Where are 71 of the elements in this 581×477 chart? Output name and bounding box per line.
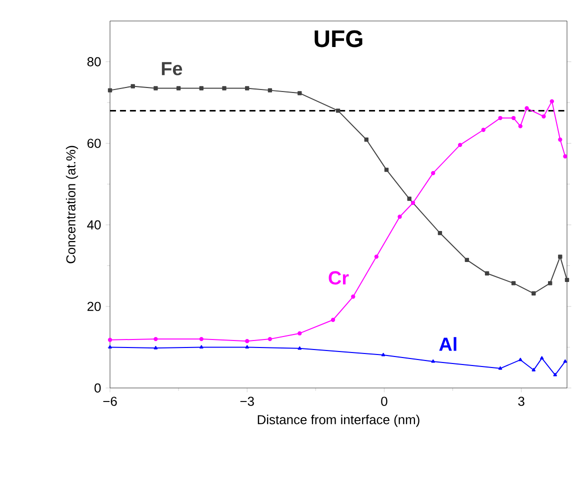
point [431, 170, 436, 176]
point [351, 294, 356, 299]
point [511, 281, 516, 286]
point [298, 346, 302, 350]
x-tick-label: −6 [103, 396, 117, 406]
point [154, 336, 158, 342]
point [222, 86, 226, 90]
y-tick-label: 0 [94, 383, 101, 393]
point [384, 168, 389, 172]
point [176, 86, 181, 90]
point [154, 86, 158, 90]
point [564, 278, 570, 282]
point [200, 345, 204, 349]
point [458, 142, 462, 148]
point [199, 336, 204, 342]
chart-title: UFG [314, 30, 362, 48]
point [532, 368, 536, 372]
point [548, 281, 552, 286]
point [540, 356, 544, 360]
point [330, 318, 336, 322]
x-tick-label: −3 [240, 396, 254, 406]
y-tick-label: 80 [87, 57, 101, 66]
point [563, 359, 568, 363]
point [542, 114, 546, 119]
point [498, 366, 502, 370]
point [550, 99, 554, 104]
point [464, 258, 470, 262]
series-label: Fe [162, 62, 182, 76]
point [245, 86, 250, 90]
point [364, 138, 368, 142]
y-tick-label: 40 [87, 220, 101, 230]
point [268, 88, 272, 92]
point [407, 196, 412, 201]
point [245, 345, 249, 349]
series-label: Cr [328, 271, 349, 285]
point [154, 346, 158, 350]
y-tick-label: 20 [87, 302, 101, 312]
y-tick-label: 60 [87, 138, 101, 148]
point [130, 84, 135, 88]
point [481, 128, 486, 132]
point [498, 116, 502, 120]
point [431, 359, 435, 363]
point [298, 91, 302, 96]
point [438, 230, 442, 236]
point [245, 338, 250, 344]
point [381, 352, 386, 356]
point [298, 331, 302, 336]
point [558, 138, 562, 142]
x-axis-title: Distance from interface (nm) [258, 414, 420, 427]
y-axis-title: Concentration (at.%) [66, 146, 78, 264]
point [558, 254, 562, 259]
series-label: Al [439, 337, 456, 351]
point [199, 86, 204, 90]
point [553, 372, 557, 376]
point [374, 254, 379, 259]
point [511, 116, 516, 120]
point [484, 271, 490, 276]
point [524, 106, 529, 110]
point [518, 358, 522, 362]
point [108, 345, 112, 349]
point [268, 336, 272, 342]
point [518, 124, 522, 128]
point [108, 338, 112, 342]
point [410, 200, 416, 205]
x-tick-label: 3 [518, 396, 524, 406]
x-tick-label: 0 [381, 396, 388, 406]
point [563, 154, 568, 158]
point [398, 214, 402, 219]
point [336, 108, 340, 113]
point [532, 291, 536, 296]
point [108, 88, 112, 92]
